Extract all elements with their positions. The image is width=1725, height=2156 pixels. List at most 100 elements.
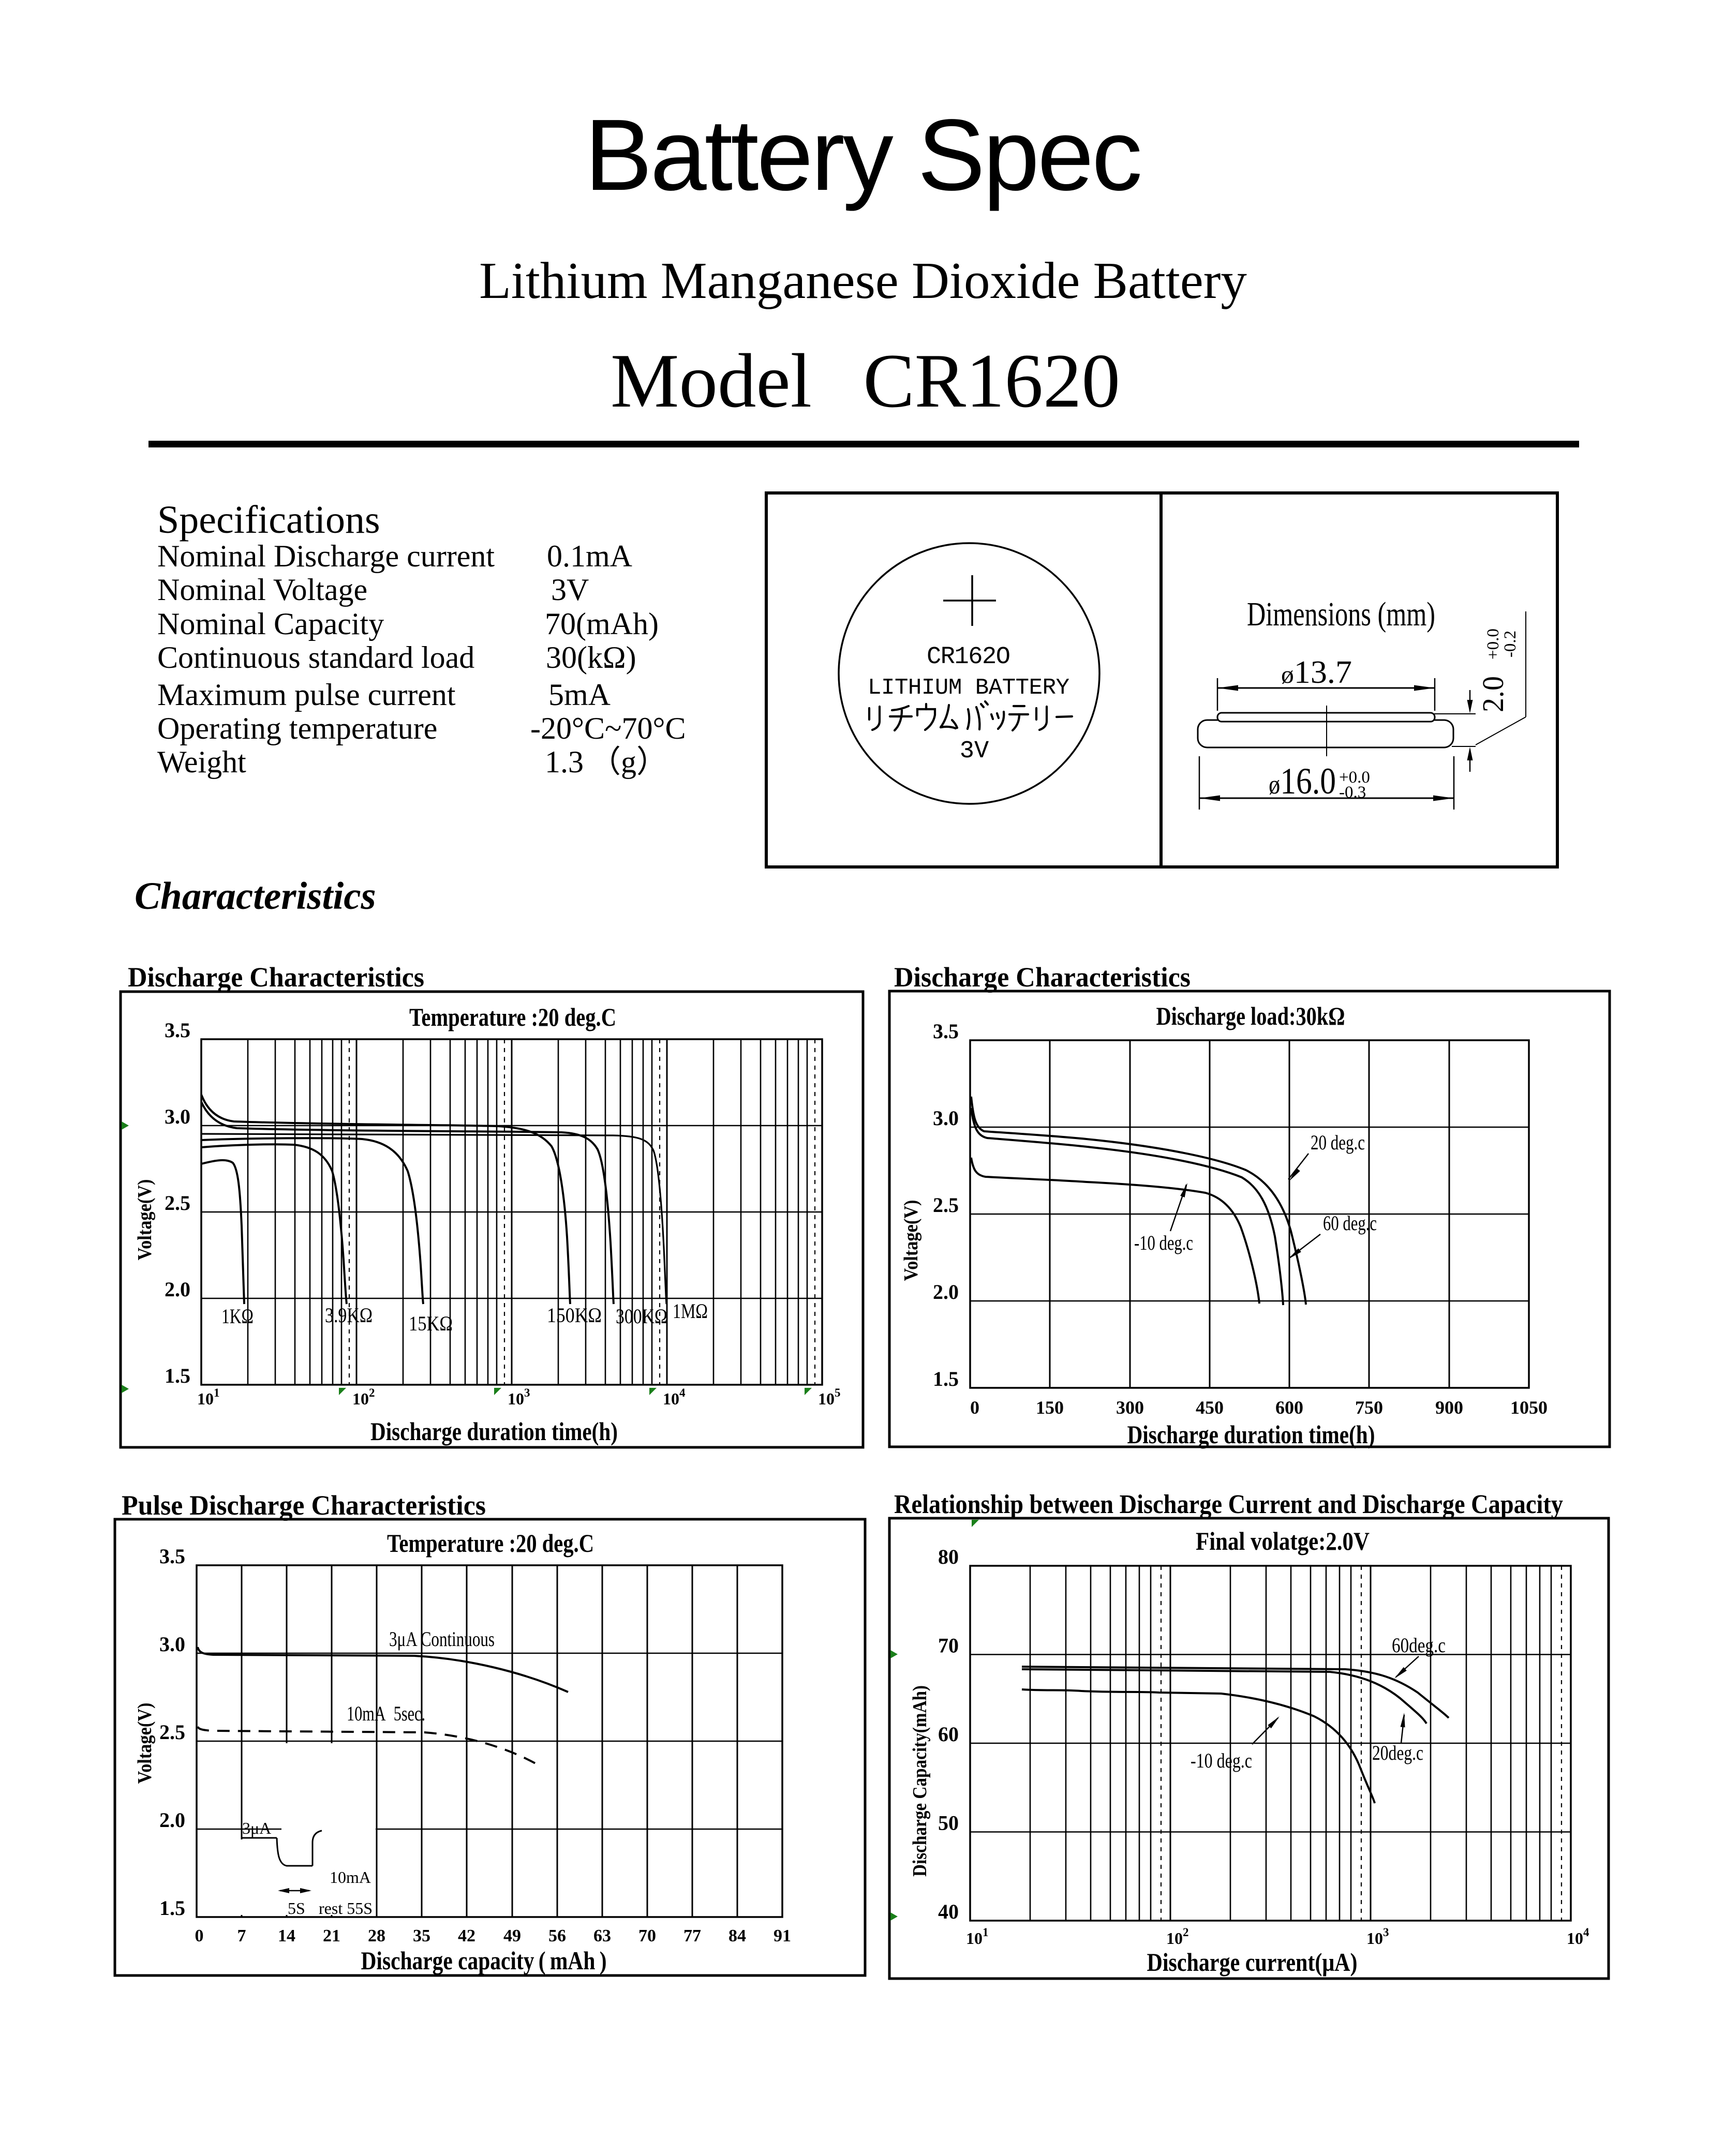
svg-text:101: 101 xyxy=(966,1926,989,1948)
svg-text:0: 0 xyxy=(970,1397,979,1418)
svg-text:Discharge Characteristics: Discharge Characteristics xyxy=(128,962,424,993)
svg-text:Characteristics: Characteristics xyxy=(135,875,376,918)
svg-text:2.0: 2.0 xyxy=(159,1808,185,1832)
svg-text:3.0: 3.0 xyxy=(159,1633,185,1656)
svg-text:-20°C~70°C: -20°C~70°C xyxy=(530,711,686,745)
svg-text:10mA 5sec.: 10mA 5sec. xyxy=(347,1702,425,1725)
svg-text:2.0: 2.0 xyxy=(165,1278,190,1301)
svg-text:Discharge Capacity(mAh): Discharge Capacity(mAh) xyxy=(909,1685,931,1877)
svg-text:35: 35 xyxy=(413,1926,430,1945)
svg-text:91: 91 xyxy=(774,1926,791,1945)
svg-text:102: 102 xyxy=(352,1386,375,1408)
svg-text:2.0: 2.0 xyxy=(933,1280,959,1304)
svg-text:Voltage(V): Voltage(V) xyxy=(900,1200,922,1281)
svg-text:7: 7 xyxy=(237,1926,246,1945)
svg-text:-10 deg.c: -10 deg.c xyxy=(1134,1231,1193,1254)
svg-text:105: 105 xyxy=(818,1386,841,1408)
svg-text:+0.0: +0.0 xyxy=(1339,768,1370,787)
svg-text:Discharge capacity ( mAh ): Discharge capacity ( mAh ) xyxy=(361,1946,607,1975)
svg-text:3.0: 3.0 xyxy=(165,1105,190,1128)
svg-text:+0.0: +0.0 xyxy=(1484,628,1503,660)
svg-text:3V: 3V xyxy=(551,573,589,607)
svg-text:0: 0 xyxy=(195,1926,204,1945)
svg-text:3.9KΩ: 3.9KΩ xyxy=(325,1304,373,1327)
svg-text:2.0: 2.0 xyxy=(1476,676,1510,712)
svg-text:3V: 3V xyxy=(960,738,989,765)
svg-text:1.5: 1.5 xyxy=(165,1364,190,1387)
svg-text:63: 63 xyxy=(593,1926,611,1945)
svg-text:3.5: 3.5 xyxy=(933,1020,959,1043)
svg-text:60deg.c: 60deg.c xyxy=(1392,1634,1446,1657)
svg-text:Temperature :20 deg.C: Temperature :20 deg.C xyxy=(387,1529,594,1558)
svg-text:150KΩ: 150KΩ xyxy=(547,1304,602,1327)
svg-text:ø13.7: ø13.7 xyxy=(1281,655,1352,690)
svg-text:Operating temperature: Operating temperature xyxy=(157,711,437,745)
svg-text:300KΩ: 300KΩ xyxy=(616,1305,667,1328)
svg-text:Discharge current(μA): Discharge current(μA) xyxy=(1147,1948,1358,1977)
svg-text:1050: 1050 xyxy=(1510,1397,1548,1418)
svg-text:Voltage(V): Voltage(V) xyxy=(134,1179,156,1261)
svg-text:1.3 （g）: 1.3 （g） xyxy=(545,745,667,779)
svg-text:Nominal Voltage: Nominal Voltage xyxy=(157,573,367,607)
svg-text:5mA: 5mA xyxy=(548,678,611,712)
svg-text:450: 450 xyxy=(1196,1397,1224,1418)
svg-text:Model: Model xyxy=(611,338,812,424)
svg-text:49: 49 xyxy=(503,1926,521,1945)
svg-text:1MΩ: 1MΩ xyxy=(673,1299,708,1323)
svg-text:103: 103 xyxy=(1366,1926,1389,1948)
svg-text:3μA Continuous: 3μA Continuous xyxy=(389,1627,495,1651)
svg-text:rest 55S: rest 55S xyxy=(319,1899,373,1918)
svg-text:900: 900 xyxy=(1435,1397,1463,1418)
svg-text:103: 103 xyxy=(508,1386,530,1408)
svg-text:20deg.c: 20deg.c xyxy=(1372,1741,1423,1764)
svg-text:600: 600 xyxy=(1275,1397,1303,1418)
svg-text:Pulse Discharge Characteristic: Pulse Discharge Characteristics xyxy=(122,1490,486,1521)
svg-text:Discharge load:30kΩ: Discharge load:30kΩ xyxy=(1156,1001,1345,1030)
svg-text:-0.3: -0.3 xyxy=(1339,783,1366,802)
svg-text:Nominal Capacity: Nominal Capacity xyxy=(157,607,384,641)
svg-text:Specifications: Specifications xyxy=(157,498,380,542)
svg-text:2.5: 2.5 xyxy=(159,1720,185,1744)
svg-text:42: 42 xyxy=(458,1926,475,1945)
svg-text:2.5: 2.5 xyxy=(165,1191,190,1215)
svg-text:28: 28 xyxy=(368,1926,385,1945)
svg-text:300: 300 xyxy=(1116,1397,1144,1418)
svg-text:Nominal Discharge current: Nominal Discharge current xyxy=(157,539,495,573)
svg-text:101: 101 xyxy=(197,1386,220,1408)
svg-text:1KΩ: 1KΩ xyxy=(221,1305,254,1328)
svg-text:77: 77 xyxy=(683,1926,701,1945)
svg-text:Lithium Manganese Dioxide Batt: Lithium Manganese Dioxide Battery xyxy=(479,251,1247,309)
svg-text:80: 80 xyxy=(938,1545,959,1568)
svg-text:3.0: 3.0 xyxy=(933,1106,959,1130)
svg-text:60: 60 xyxy=(938,1723,959,1746)
svg-text:70(mAh): 70(mAh) xyxy=(545,607,659,641)
svg-text:Continuous standard load: Continuous standard load xyxy=(157,640,474,675)
svg-text:3.5: 3.5 xyxy=(165,1019,190,1042)
svg-text:2.5: 2.5 xyxy=(933,1193,959,1217)
svg-text:40: 40 xyxy=(938,1900,959,1923)
svg-text:-10 deg.c: -10 deg.c xyxy=(1191,1749,1252,1772)
svg-text:750: 750 xyxy=(1355,1397,1383,1418)
svg-text:70: 70 xyxy=(638,1926,656,1945)
svg-text:1.5: 1.5 xyxy=(933,1367,959,1390)
svg-text:21: 21 xyxy=(323,1926,340,1945)
svg-text:84: 84 xyxy=(728,1926,746,1945)
svg-text:Relationship between Discharge: Relationship between Discharge Current a… xyxy=(894,1490,1563,1519)
svg-text:104: 104 xyxy=(663,1386,686,1408)
svg-text:0.1mA: 0.1mA xyxy=(547,539,632,573)
svg-text:104: 104 xyxy=(1567,1926,1589,1948)
svg-text:Battery Spec: Battery Spec xyxy=(585,98,1140,212)
svg-text:20 deg.c: 20 deg.c xyxy=(1311,1131,1365,1154)
svg-text:ø16.0: ø16.0 xyxy=(1269,760,1336,802)
svg-text:60 deg.c: 60 deg.c xyxy=(1323,1211,1377,1235)
svg-text:3μA: 3μA xyxy=(242,1819,271,1837)
svg-text:15KΩ: 15KΩ xyxy=(409,1312,453,1335)
svg-text:5S: 5S xyxy=(288,1899,305,1918)
svg-text:Maximum pulse current: Maximum pulse current xyxy=(157,678,456,712)
svg-text:CR162O: CR162O xyxy=(927,643,1010,671)
svg-text:Weight: Weight xyxy=(157,745,246,779)
svg-text:3.5: 3.5 xyxy=(159,1545,185,1568)
svg-text:30(kΩ): 30(kΩ) xyxy=(546,640,636,675)
svg-text:1.5: 1.5 xyxy=(159,1896,185,1920)
svg-text:56: 56 xyxy=(548,1926,566,1945)
